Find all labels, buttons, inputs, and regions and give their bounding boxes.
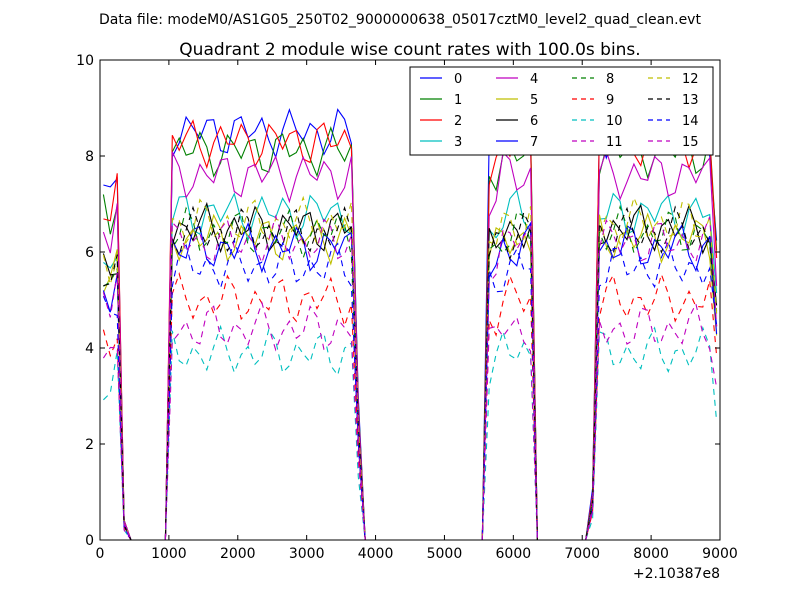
legend-label-7: 7 <box>530 135 538 150</box>
x-tick-label: 3000 <box>289 546 325 562</box>
legend-label-2: 2 <box>454 114 462 129</box>
axis-ticks: 0 1000 2000 3000 4000 5000 6000 7000 8000 9000 0 2 4… <box>76 53 738 562</box>
y-tick-label: 2 <box>85 437 94 453</box>
series-line-12 <box>102 195 718 541</box>
y-tick-label: 4 <box>85 341 94 357</box>
x-tick-label: 6000 <box>496 546 532 562</box>
x-offset-label: +2.10387e8 <box>633 566 720 582</box>
x-tick-label: 0 <box>96 546 105 562</box>
legend-label-9: 9 <box>606 93 614 108</box>
legend-label-14: 14 <box>682 114 699 129</box>
y-tick-label: 8 <box>85 149 94 165</box>
legend-label-0: 0 <box>454 72 462 87</box>
y-tick-label: 6 <box>85 245 94 261</box>
figure-suptitle: Data file: modeM0/AS1G05_250T02_90000006… <box>99 12 701 28</box>
series-line-4 <box>102 148 718 541</box>
legend-label-11: 11 <box>606 135 623 150</box>
legend-label-5: 5 <box>530 93 538 108</box>
x-tick-label: 5000 <box>427 546 463 562</box>
chart-title: Quadrant 2 module wise count rates with … <box>179 40 640 60</box>
series-line-7 <box>102 221 718 541</box>
series-line-11 <box>102 300 718 541</box>
series-line-9 <box>102 271 718 541</box>
legend-label-3: 3 <box>454 135 462 150</box>
x-tick-label: 7000 <box>564 546 600 562</box>
legend-label-12: 12 <box>682 72 699 87</box>
plot-frame <box>99 59 721 541</box>
series-line-8 <box>103 204 718 541</box>
series-line-10 <box>103 324 718 541</box>
x-tick-label: 4000 <box>358 546 394 562</box>
legend-label-10: 10 <box>606 114 623 129</box>
plot-lines <box>102 107 718 541</box>
y-tick-label: 0 <box>85 533 94 549</box>
legend-label-4: 4 <box>530 72 538 87</box>
legend-label-15: 15 <box>682 135 699 150</box>
legend-box <box>409 66 714 156</box>
series-line-6 <box>102 201 718 541</box>
x-tick-label: 1000 <box>151 546 187 562</box>
series-line-13 <box>103 205 718 541</box>
x-tick-label: 8000 <box>633 546 669 562</box>
legend-label-13: 13 <box>682 93 699 108</box>
legend-label-1: 1 <box>454 93 462 108</box>
series-line-14 <box>102 238 718 541</box>
series-line-1 <box>102 126 718 541</box>
series-line-5 <box>102 212 718 541</box>
legend-label-6: 6 <box>530 114 538 129</box>
legend-label-8: 8 <box>606 72 614 87</box>
y-tick-label: 10 <box>76 53 94 69</box>
x-tick-label: 2000 <box>220 546 256 562</box>
series-line-0 <box>103 107 718 541</box>
x-tick-label: 9000 <box>702 546 738 562</box>
